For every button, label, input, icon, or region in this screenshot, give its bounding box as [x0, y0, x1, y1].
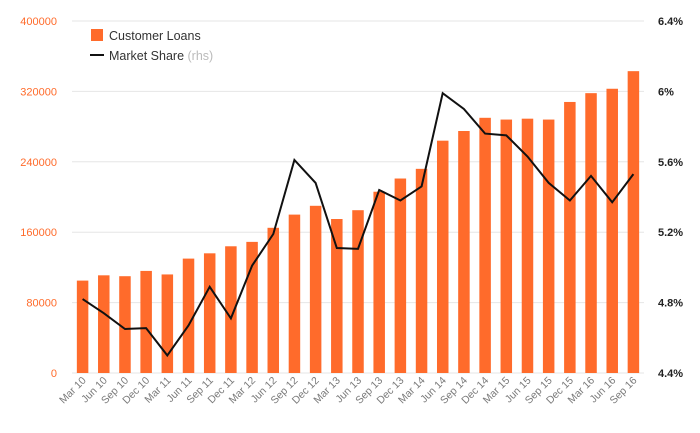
left-axis-tick-label: 320000: [20, 86, 57, 98]
bar-customer-loans: [585, 93, 597, 373]
left-axis-tick-label: 400000: [20, 16, 57, 28]
bar-customer-loans: [309, 205, 322, 373]
legend-label-market-share: Market Share (rhs): [109, 49, 213, 63]
bar-customer-loans: [161, 274, 174, 373]
legend-label-customer-loans: Customer Loans: [109, 29, 201, 43]
market-share-line: [82, 91, 635, 358]
market-share-line-group: [82, 91, 635, 358]
bar-customer-loans: [182, 258, 195, 373]
bar-customer-loans: [500, 119, 513, 373]
bar-customer-loans: [76, 280, 89, 373]
bar-customer-loans: [98, 275, 110, 373]
bar-customer-loans: [415, 168, 428, 373]
bar-customer-loans: [331, 219, 343, 373]
left-axis-tick-label: 0: [51, 368, 57, 380]
legend-rhs-note: (rhs): [188, 49, 214, 63]
bar-customer-loans: [627, 71, 640, 373]
bar-customer-loans: [225, 246, 237, 373]
legend-customer-loans-text: Customer Loans: [109, 29, 201, 43]
left-axis-ticks: 0 80000 160000 240000 320000 400000: [20, 16, 57, 380]
right-axis-tick-label: 4.8%: [658, 298, 683, 310]
left-axis-tick-label: 160000: [20, 227, 57, 239]
left-axis-tick-label: 240000: [20, 157, 57, 169]
legend-market-share-text: Market Share: [109, 49, 184, 63]
bar-customer-loans: [606, 88, 618, 373]
bar-customer-loans: [394, 178, 407, 373]
right-axis-tick-label: 5.6%: [658, 157, 683, 169]
bar-customer-loans: [564, 101, 576, 374]
bar-customer-loans: [352, 210, 364, 373]
bar-customer-loans: [479, 117, 491, 373]
left-axis-tick-label: 80000: [26, 298, 57, 310]
bar-customer-loans: [542, 119, 555, 373]
right-axis-ticks: 4.4% 4.8% 5.2% 5.6% 6% 6.4%: [658, 16, 683, 380]
right-axis-tick-label: 6.4%: [658, 16, 683, 28]
bar-customer-loans: [203, 253, 216, 373]
bar-customer-loans: [140, 270, 152, 373]
bar-customer-loans: [288, 214, 301, 373]
customer-loans-bars: [76, 71, 640, 374]
right-axis-tick-label: 4.4%: [658, 368, 683, 380]
bar-customer-loans: [246, 241, 258, 373]
legend: Customer Loans Market Share (rhs): [90, 29, 213, 63]
bar-customer-loans: [267, 227, 280, 373]
legend-swatch-customer-loans: [91, 29, 103, 41]
right-axis-tick-label: 5.2%: [658, 227, 683, 239]
bar-customer-loans: [458, 131, 470, 373]
bar-customer-loans: [521, 118, 534, 374]
bar-customer-loans: [373, 191, 385, 373]
right-axis-tick-label: 6%: [658, 86, 674, 98]
bar-customer-loans: [119, 276, 131, 373]
bar-customer-loans: [436, 140, 449, 373]
